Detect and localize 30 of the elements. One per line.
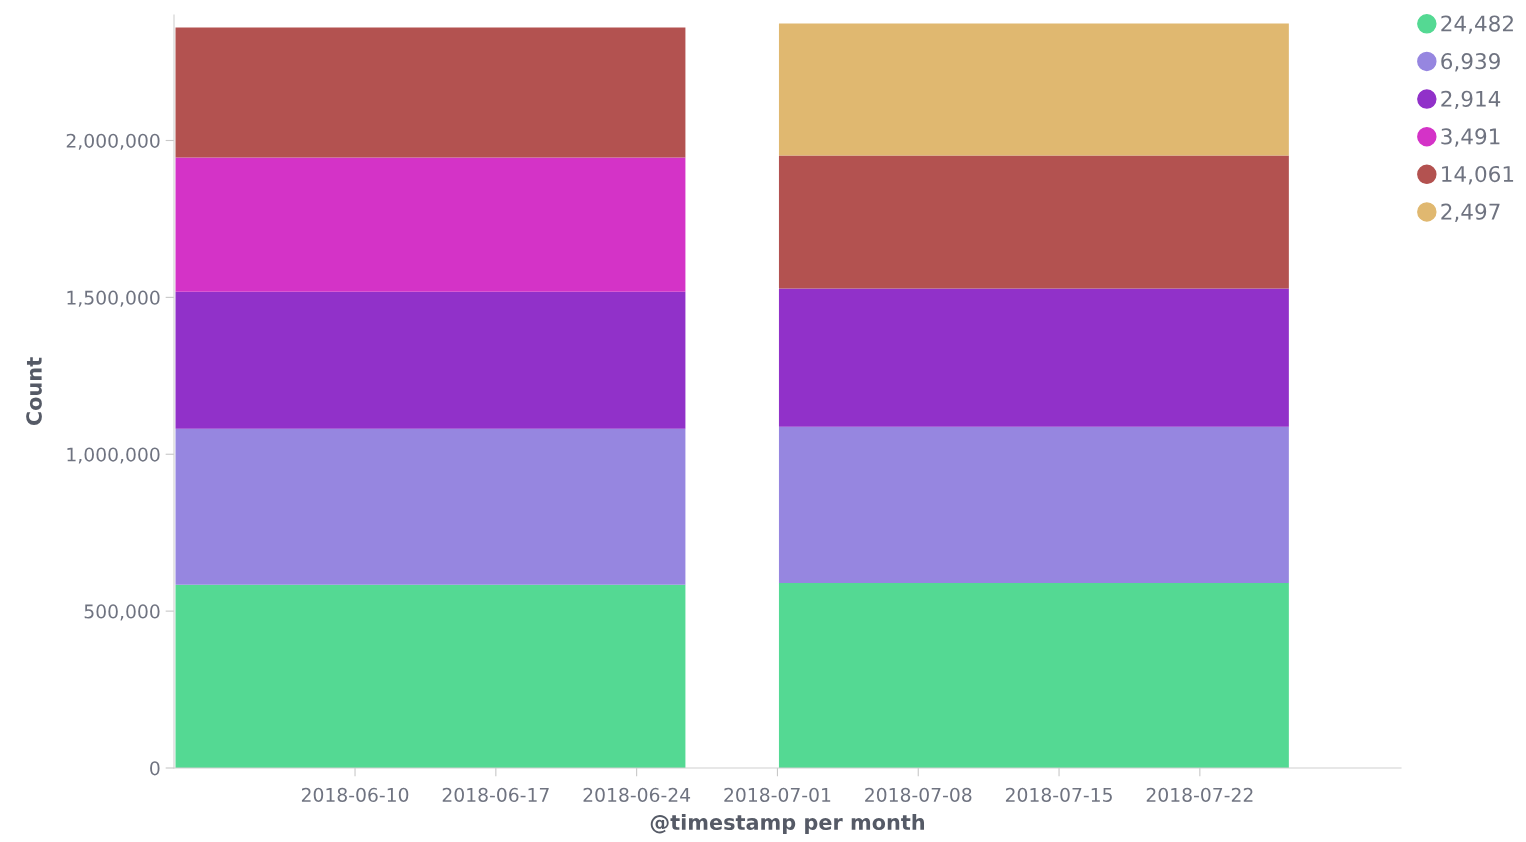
bar <box>778 23 1289 156</box>
legend-label: 14,061 <box>1442 165 1514 185</box>
bar <box>175 584 686 768</box>
bar <box>175 27 686 158</box>
y-tick-label: 500,000 <box>84 604 160 621</box>
bar <box>778 288 1289 427</box>
bar <box>778 582 1289 768</box>
y-axis-title: Count <box>26 357 42 426</box>
y-tick-label: 1,500,000 <box>67 290 160 307</box>
bar <box>175 157 686 292</box>
legend-label: 6,939 <box>1441 53 1500 72</box>
bar <box>175 291 686 429</box>
legend-label: 3,491 <box>1441 128 1500 147</box>
legend-label: 24,482 <box>1441 15 1513 34</box>
bar <box>778 155 1289 289</box>
y-tick-label: 0 <box>150 761 160 776</box>
x-tick-label: 2018-07-08 <box>865 787 972 802</box>
y-tick-label: 2,000,000 <box>66 133 160 150</box>
legend-label: 2,914 <box>1441 90 1501 110</box>
x-tick-label: 2018-07-22 <box>1146 787 1253 802</box>
x-tick-label: 2018-06-10 <box>301 787 409 802</box>
x-tick-label: 2018-06-24 <box>583 787 691 802</box>
legend-label: 2,497 <box>1441 203 1500 222</box>
x-tick-label: 2018-06-17 <box>442 787 549 802</box>
bar <box>778 426 1289 583</box>
x-axis-title: @timestamp per month <box>650 813 925 835</box>
bar <box>175 428 686 585</box>
y-tick-label: 1,000,000 <box>67 447 160 464</box>
x-tick-label: 2018-07-01 <box>724 787 831 802</box>
x-tick-label: 2018-07-15 <box>1005 787 1112 802</box>
